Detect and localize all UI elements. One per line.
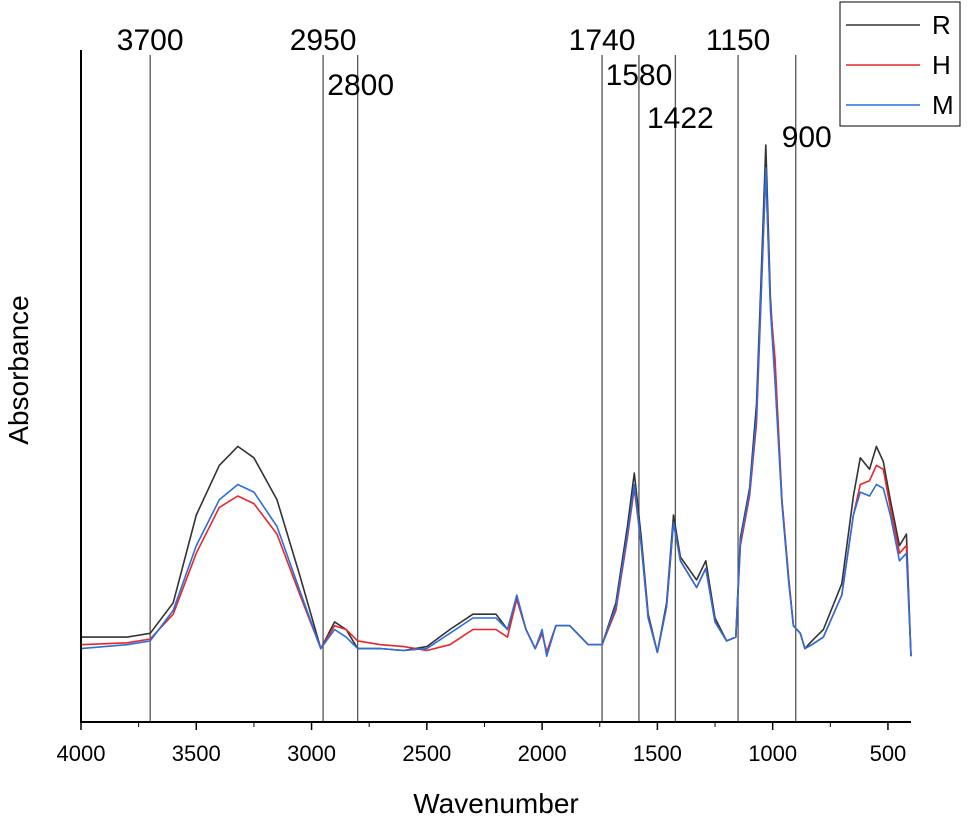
series-line-H bbox=[80, 170, 912, 657]
legend-label-R: R bbox=[932, 10, 951, 40]
x-tick-label-3500: 3500 bbox=[172, 741, 221, 766]
series-line-R bbox=[81, 144, 912, 657]
x-tick-label-1000: 1000 bbox=[748, 741, 797, 766]
reference-lines bbox=[149, 55, 797, 722]
series-lines bbox=[80, 144, 912, 657]
peak-label-1150: 1150 bbox=[706, 24, 771, 57]
series-line-M bbox=[80, 167, 912, 657]
x-tick-label-500: 500 bbox=[870, 741, 907, 766]
peak-label-1740: 1740 bbox=[569, 24, 636, 57]
x-tick-label-2000: 2000 bbox=[518, 741, 567, 766]
legend-label-M: M bbox=[932, 90, 954, 120]
x-tick-label-4000: 4000 bbox=[57, 741, 106, 766]
peak-label-3700: 3700 bbox=[117, 24, 184, 57]
y-axis-title: Absorbance bbox=[3, 295, 34, 444]
x-tick-label-2500: 2500 bbox=[402, 741, 451, 766]
peak-label-900: 900 bbox=[782, 121, 832, 154]
legend-label-H: H bbox=[932, 50, 951, 80]
peak-label-1422: 1422 bbox=[647, 102, 714, 135]
x-tick-label-1500: 1500 bbox=[633, 741, 682, 766]
x-axis-title: Wavenumber bbox=[413, 788, 578, 819]
x-tick-label-3000: 3000 bbox=[287, 741, 336, 766]
peak-label-2950: 2950 bbox=[290, 24, 357, 57]
peak-label-1580: 1580 bbox=[606, 59, 673, 92]
x-axis-ticks: 4000 3500 3000 2500 2000 1500 1000 500 bbox=[57, 722, 907, 766]
legend: RHM bbox=[839, 1, 961, 127]
peak-label-2800: 2800 bbox=[327, 69, 394, 102]
